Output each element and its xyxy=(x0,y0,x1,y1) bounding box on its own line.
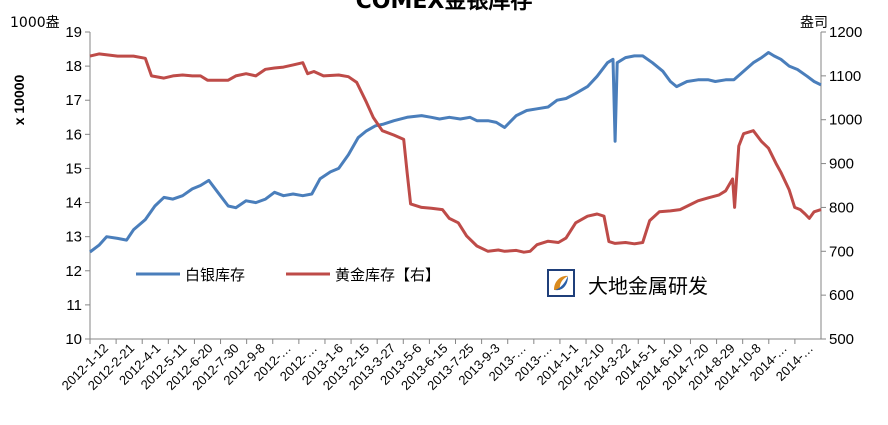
y-left-tick-label: 14 xyxy=(65,195,82,212)
y-left-tick-label: 11 xyxy=(66,297,82,314)
series-line-silver xyxy=(89,51,822,254)
y-right-tick-label: 900 xyxy=(829,156,854,173)
y-right-tick-label: 1100 xyxy=(829,68,861,85)
y-left-tick-label: 13 xyxy=(65,229,82,246)
legend: 白银库存 黄金库存【右】 xyxy=(136,266,440,284)
chart-title: COMEX金银库存 xyxy=(356,0,533,14)
y-right-tick-label: 600 xyxy=(829,287,854,304)
y-right-tick-label: 1000 xyxy=(829,112,862,129)
y-right-tick-label: 1200 xyxy=(829,24,862,41)
y-left-tick-label: 17 xyxy=(65,92,82,109)
y-left-tick-label: 10 xyxy=(65,331,82,348)
axes: 10 11 12 13 14 15 16 17 18 19 500 600 700 800 900 1000 1… xyxy=(59,24,863,393)
y-right-tick-label: 500 xyxy=(829,331,854,348)
watermark-text: 大地金属研发 xyxy=(588,274,708,298)
left-unit-label: 1000盎 xyxy=(10,15,60,31)
dadi-logo-icon xyxy=(547,269,575,297)
watermark: 大地金属研发 xyxy=(547,269,708,298)
right-unit-label: 盎司 xyxy=(800,15,828,31)
series-line-gold xyxy=(89,52,822,254)
y-left-tick-label: 18 xyxy=(65,58,82,75)
y-right-tick-label: 700 xyxy=(829,243,854,260)
y-left-tick-label: 19 xyxy=(65,24,82,41)
y-left-tick-label: 16 xyxy=(65,126,82,143)
y-right-tick-label: 800 xyxy=(829,199,854,216)
left-axis-label: x 10000 xyxy=(11,74,27,125)
y-left-tick-label: 12 xyxy=(65,263,82,280)
y-left-tick-label: 15 xyxy=(65,160,82,177)
legend-label-gold: 黄金库存【右】 xyxy=(335,266,440,284)
legend-label-silver: 白银库存 xyxy=(185,266,245,284)
